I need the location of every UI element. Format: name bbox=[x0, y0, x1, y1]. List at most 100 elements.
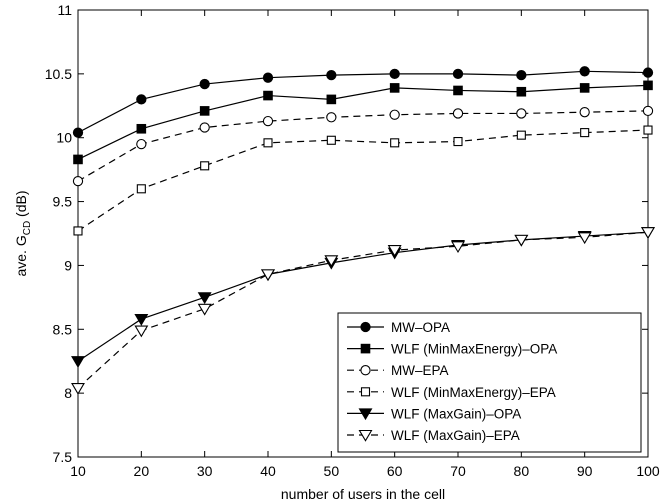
data-point bbox=[643, 125, 653, 135]
x-tick-label: 90 bbox=[577, 463, 593, 479]
legend-marker bbox=[360, 343, 371, 354]
data-point bbox=[643, 80, 653, 91]
data-point bbox=[390, 138, 400, 148]
y-tick-label: 9 bbox=[64, 257, 72, 273]
data-point bbox=[514, 234, 529, 247]
data-point bbox=[453, 136, 463, 147]
legend-item: WLF (MaxGain)–OPA bbox=[347, 406, 521, 421]
y-tick-label: 9.5 bbox=[53, 194, 73, 210]
x-tick-label: 50 bbox=[324, 463, 340, 479]
legend-marker bbox=[360, 365, 371, 376]
legend-box bbox=[337, 312, 642, 453]
data-point bbox=[197, 292, 212, 305]
data-point bbox=[71, 356, 85, 368]
data-point bbox=[641, 227, 655, 240]
series-line bbox=[77, 84, 649, 160]
data-point bbox=[516, 86, 527, 97]
data-point bbox=[580, 128, 590, 138]
data-point bbox=[200, 161, 210, 171]
x-tick-label: 80 bbox=[514, 463, 530, 479]
data-point bbox=[136, 94, 147, 105]
data-point bbox=[326, 94, 337, 105]
data-point bbox=[579, 66, 590, 77]
y-tick-label: 10 bbox=[56, 130, 72, 146]
legend-label: WLF (MaxGain)–EPA bbox=[391, 428, 520, 443]
legend-label: WLF (MinMaxEnergy)–OPA bbox=[391, 342, 557, 357]
data-point bbox=[262, 72, 274, 83]
y-tick-label: 8.5 bbox=[53, 321, 73, 337]
x-axis-label: number of users in the cell bbox=[281, 486, 445, 502]
data-point bbox=[516, 130, 526, 140]
data-point bbox=[326, 69, 337, 81]
data-point bbox=[577, 232, 592, 245]
data-point bbox=[134, 314, 149, 326]
data-point bbox=[134, 325, 149, 338]
series-line bbox=[77, 129, 649, 232]
data-point bbox=[389, 83, 400, 93]
legend-label: MW–EPA bbox=[391, 363, 449, 378]
data-point bbox=[72, 175, 84, 187]
legend-item: WLF (MinMaxEnergy)–OPA bbox=[347, 342, 557, 357]
data-point bbox=[324, 255, 339, 268]
legend-item: WLF (MaxGain)–EPA bbox=[347, 428, 520, 443]
data-point bbox=[642, 105, 654, 117]
axis-ticks: 10 20 30 40 50 60 70 80 90 100 7.5 8 8.5 9 9.5 10 10.5 11 bbox=[45, 2, 660, 479]
data-point bbox=[516, 69, 527, 81]
data-point bbox=[71, 382, 85, 395]
data-point bbox=[197, 303, 212, 316]
legend-item: MW–OPA bbox=[347, 320, 450, 335]
data-point bbox=[73, 226, 83, 236]
data-point bbox=[73, 154, 83, 165]
data-point bbox=[389, 68, 400, 80]
x-tick-label: 100 bbox=[636, 463, 660, 479]
y-tick-label: 10.5 bbox=[45, 66, 72, 82]
x-tick-label: 70 bbox=[450, 463, 466, 479]
data-point bbox=[579, 83, 590, 93]
x-tick-label: 20 bbox=[134, 463, 150, 479]
data-point bbox=[326, 135, 336, 145]
x-tick-label: 30 bbox=[197, 463, 213, 479]
x-tick-label: 60 bbox=[387, 463, 403, 479]
data-point bbox=[452, 68, 464, 80]
data-point bbox=[199, 78, 210, 90]
data-point bbox=[136, 184, 146, 194]
series-2 bbox=[72, 105, 654, 187]
legend-item: WLF (MinMaxEnergy)–EPA bbox=[347, 385, 556, 400]
data-point bbox=[452, 108, 464, 119]
data-point bbox=[261, 269, 275, 282]
y-axis-label: ave. GCD (dB) bbox=[13, 190, 33, 276]
series-layer bbox=[71, 66, 655, 395]
data-point bbox=[199, 106, 210, 116]
data-point bbox=[516, 108, 527, 119]
data-point bbox=[262, 115, 274, 127]
legend-label: WLF (MaxGain)–OPA bbox=[391, 406, 521, 421]
y-axis-label-subscript: CD bbox=[22, 221, 33, 235]
data-point bbox=[642, 67, 654, 78]
data-point bbox=[451, 241, 465, 254]
data-point bbox=[263, 90, 273, 101]
data-point bbox=[389, 109, 400, 120]
data-point bbox=[72, 127, 84, 138]
legend-marker bbox=[358, 429, 373, 442]
data-point bbox=[387, 245, 402, 257]
legend-marker bbox=[360, 387, 371, 397]
y-tick-label: 7.5 bbox=[53, 449, 73, 465]
series-1 bbox=[73, 80, 653, 165]
legend: MW–OPA WLF (MinMaxEnergy)–OPA MW–EPA WLF (M… bbox=[337, 312, 642, 453]
x-tick-label: 10 bbox=[70, 463, 86, 479]
x-tick-label: 40 bbox=[260, 463, 276, 479]
y-axis-label-main: ave. G bbox=[13, 235, 29, 276]
legend-label: MW–OPA bbox=[391, 320, 450, 335]
series-3 bbox=[73, 125, 653, 236]
series-line bbox=[77, 231, 649, 362]
series-0 bbox=[72, 66, 654, 138]
series-5 bbox=[71, 227, 655, 395]
legend-label: WLF (MinMaxEnergy)–EPA bbox=[391, 385, 556, 400]
data-point bbox=[136, 123, 147, 134]
data-point bbox=[579, 107, 590, 118]
data-point bbox=[326, 112, 337, 123]
series-line bbox=[77, 70, 649, 134]
data-point bbox=[263, 138, 273, 148]
y-tick-label: 8 bbox=[64, 385, 72, 401]
